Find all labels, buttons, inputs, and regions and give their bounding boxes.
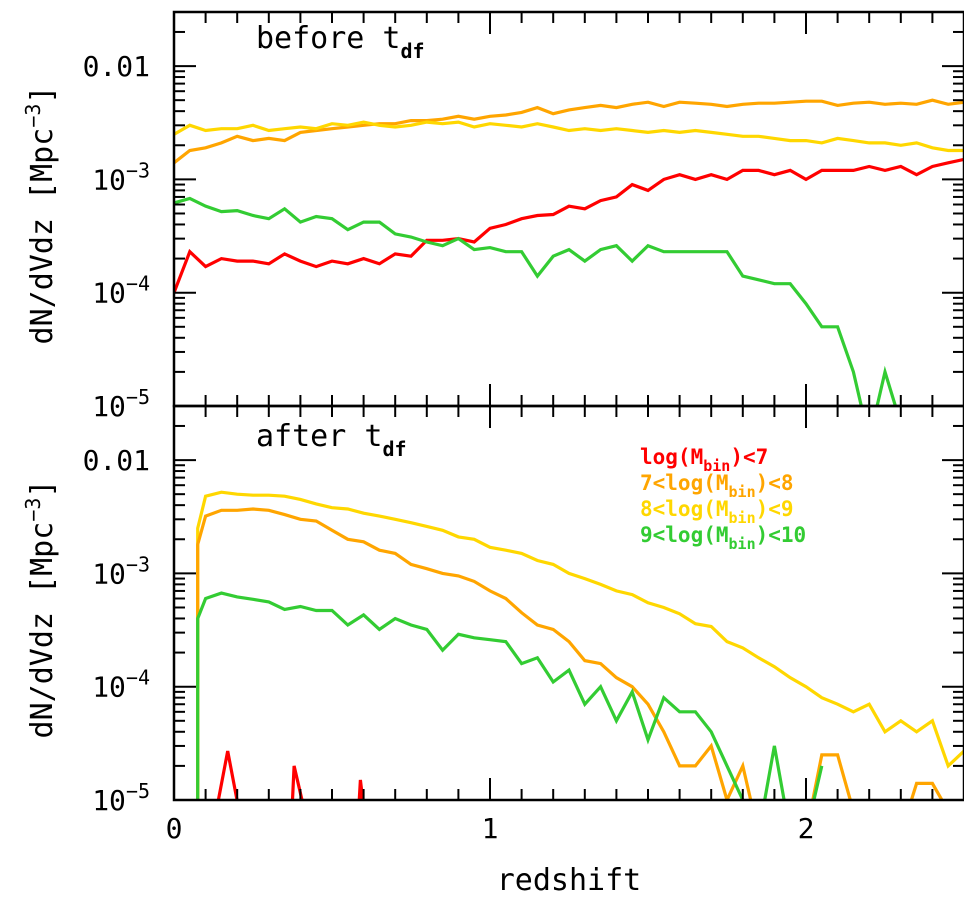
top-panel: 0.01 10−3 10−4 10−5 dN/dVdz [Mpc−3] before td… [21,10,964,423]
y-axis-label: dN/dVdz [Mpc−3] [21,86,60,345]
y-tick-label: 0.01 [83,444,150,477]
y-tick-label: 10−4 [92,666,150,704]
y-tick-label: 0.01 [83,50,150,83]
y-tick-label: 10−5 [92,779,150,817]
y-tick-label: 10−3 [92,552,150,590]
series-line-yellow [174,120,964,153]
x-tick-label: 2 [798,812,815,845]
series-line-yellow [196,490,964,800]
y-tick-label: 10−3 [92,158,150,196]
legend-entry-green: 9<log(Mbin)<10 [640,523,806,553]
panel-annotation: after tdf [256,419,407,461]
x-tick-label: 0 [166,812,183,845]
series-line-red [216,750,365,800]
series-group [196,490,964,800]
y-axis-label: dN/dVdz [Mpc−3] [21,480,60,739]
y-tick-label: 10−4 [92,272,150,310]
legend-entry-yellow: 8<log(Mbin)<9 [640,497,794,527]
series-group [174,98,964,406]
legend-entry-orange: 7<log(Mbin)<8 [640,471,794,501]
x-axis-label: redshift [497,863,642,898]
y-tick-label: 10−5 [92,385,150,423]
bottom-panel: 0.01 10−3 10−4 10−5 0 1 2 redshift dN/dVdz [Mpc−… [21,404,964,898]
legend-entry-red: log(Mbin)<7 [640,445,768,475]
x-tick-label: 1 [482,812,499,845]
panel-annotation: before tdf [256,21,425,63]
series-line-red [174,157,964,294]
series-line-green [196,591,824,800]
series-line-orange [196,507,944,800]
plot-frame [172,404,964,802]
series-line-green [174,196,898,406]
series-line-orange [174,98,964,165]
